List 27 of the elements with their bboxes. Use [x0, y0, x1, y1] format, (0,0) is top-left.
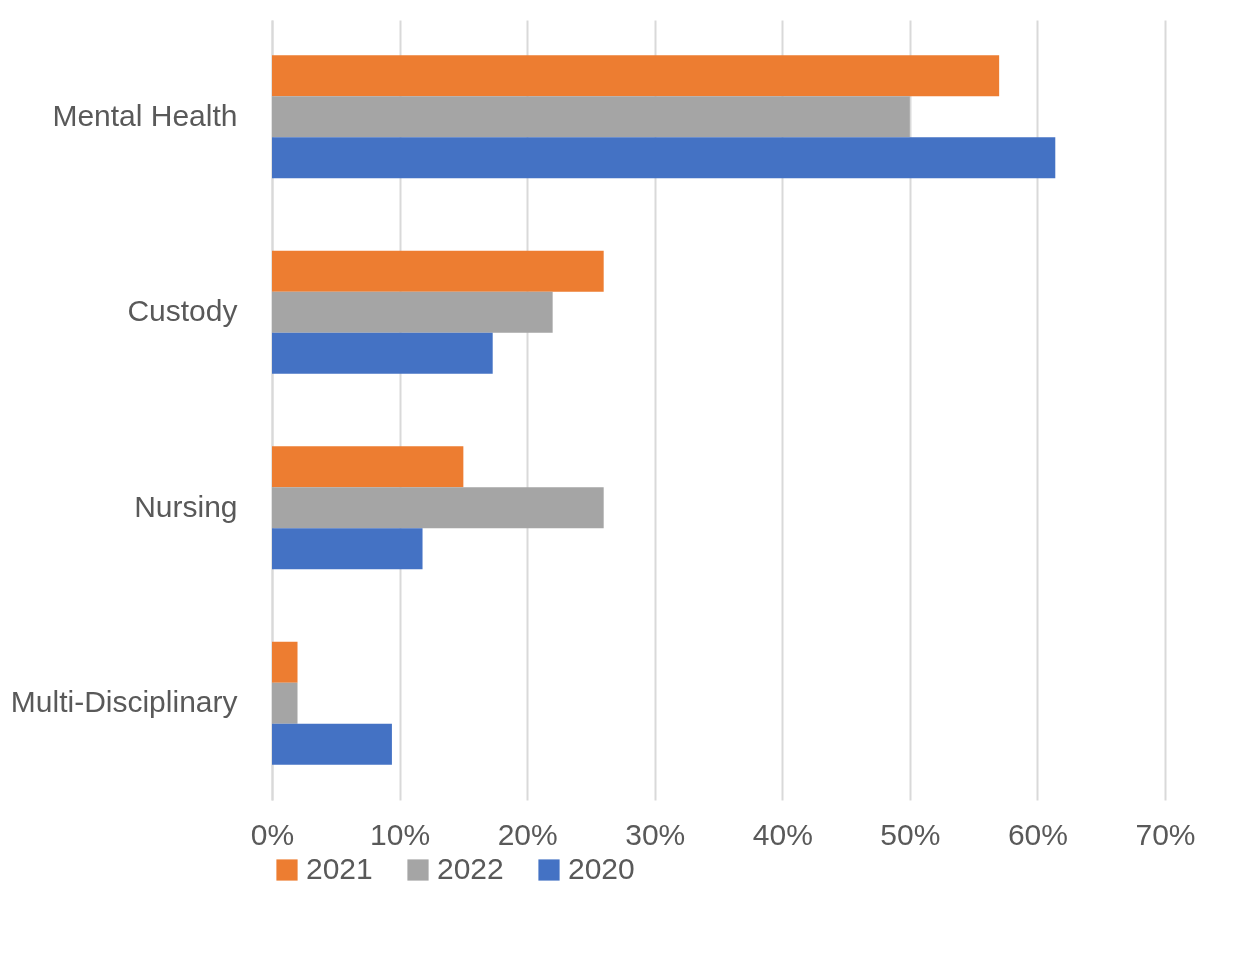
bar — [272, 55, 1000, 97]
y-tick-label: Multi-Disciplinary — [10, 685, 238, 719]
legend-label: 2020 — [568, 852, 635, 885]
bar — [272, 641, 298, 683]
bar — [272, 332, 493, 374]
y-tick-label: Mental Health — [52, 98, 238, 132]
y-tick-label: Custody — [127, 294, 238, 328]
bar — [272, 487, 604, 529]
x-tick-label: 60% — [1007, 817, 1068, 851]
bar — [272, 682, 298, 724]
bar — [272, 723, 392, 765]
bar — [272, 250, 604, 292]
x-tick-label: 20% — [497, 817, 558, 851]
x-tick-label: 0% — [250, 817, 295, 851]
legend-label: 2022 — [437, 852, 504, 885]
bar — [272, 446, 464, 488]
y-tick-label: Nursing — [134, 489, 238, 523]
bar — [272, 137, 1056, 179]
bar — [272, 528, 423, 570]
bar — [272, 96, 910, 138]
x-tick-label: 50% — [880, 817, 941, 851]
x-tick-label: 70% — [1135, 817, 1196, 851]
legend-label: 2021 — [306, 852, 373, 885]
x-tick-label: 30% — [625, 817, 686, 851]
x-tick-label: 40% — [752, 817, 813, 851]
bar — [272, 291, 553, 333]
x-tick-label: 10% — [370, 817, 431, 851]
